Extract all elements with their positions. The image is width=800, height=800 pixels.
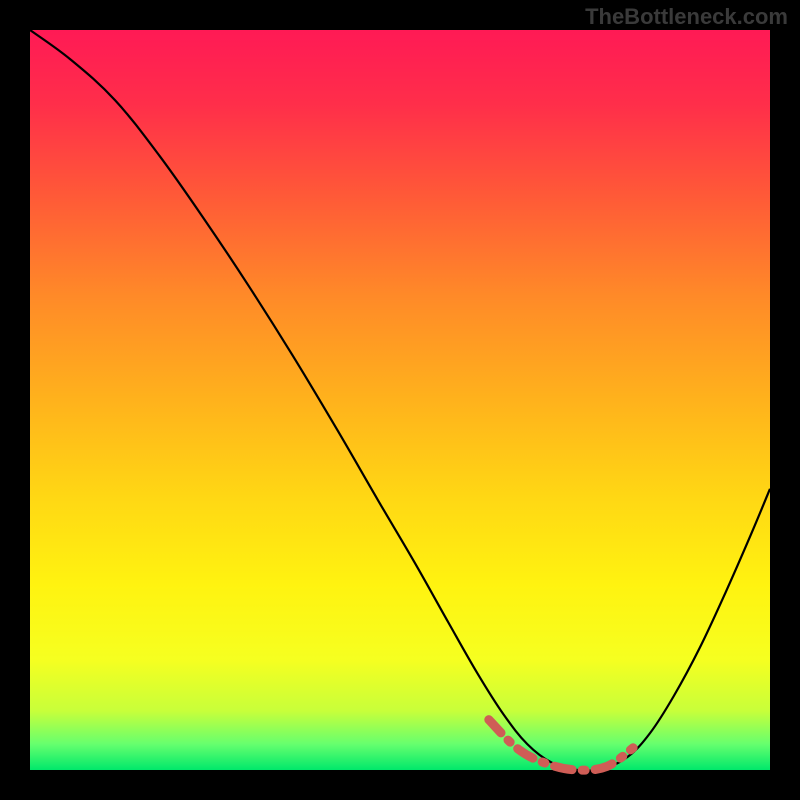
bottleneck-chart <box>0 0 800 800</box>
plot-background <box>30 30 770 770</box>
attribution-text: TheBottleneck.com <box>585 4 788 30</box>
